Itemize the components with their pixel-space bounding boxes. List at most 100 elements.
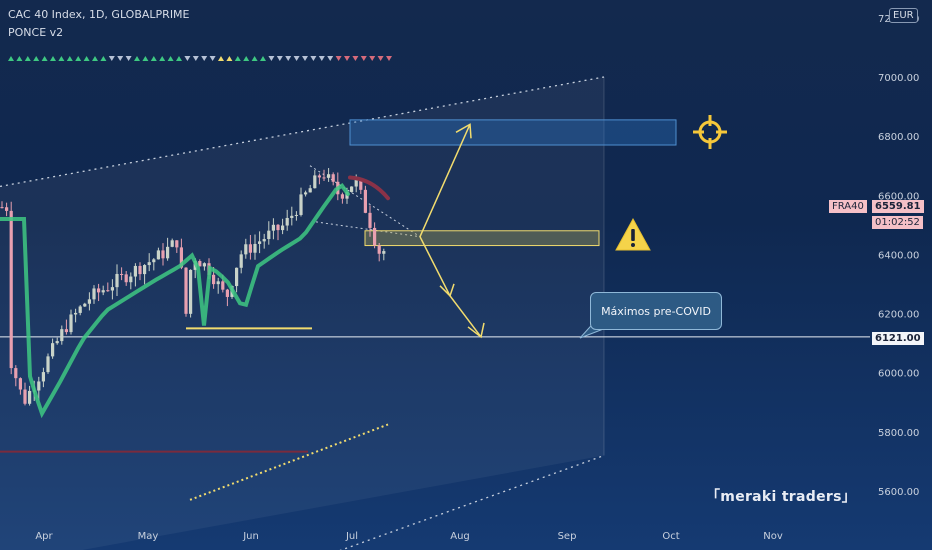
candle-body[interactable]: [161, 250, 165, 259]
candle-body[interactable]: [322, 177, 326, 179]
candle-body[interactable]: [216, 281, 220, 285]
candle-body[interactable]: [28, 390, 32, 404]
candle-body[interactable]: [258, 241, 262, 244]
candle-body[interactable]: [97, 288, 101, 293]
candle-body[interactable]: [60, 329, 64, 342]
candle-body[interactable]: [377, 245, 381, 254]
candle-body[interactable]: [368, 212, 372, 228]
candle-body[interactable]: [304, 192, 308, 195]
candle-body[interactable]: [166, 246, 170, 259]
candle-body[interactable]: [262, 239, 266, 242]
candle-body[interactable]: [189, 269, 193, 314]
moving-average-projection[interactable]: [348, 175, 390, 201]
price-axis[interactable]: [870, 0, 932, 550]
candle-body[interactable]: [184, 267, 188, 314]
candle-body[interactable]: [120, 273, 124, 275]
candle-body[interactable]: [202, 263, 206, 267]
candle-body[interactable]: [359, 179, 363, 190]
candle-body[interactable]: [221, 281, 225, 290]
candle-body[interactable]: [179, 247, 183, 268]
current-zone[interactable]: [364, 230, 600, 247]
price-tick-label: 6800.00: [878, 132, 919, 143]
candle-body[interactable]: [110, 287, 114, 291]
candle-body[interactable]: [143, 265, 147, 275]
candle-body[interactable]: [87, 299, 91, 304]
level-price-tag: 6121.00: [872, 332, 924, 345]
candle-body[interactable]: [78, 306, 82, 313]
candle-body[interactable]: [299, 194, 303, 215]
candle-body[interactable]: [294, 214, 298, 216]
candle-body[interactable]: [133, 265, 137, 277]
candle-body[interactable]: [373, 227, 377, 246]
candle-body[interactable]: [147, 262, 151, 266]
signal-arrow: [184, 56, 191, 61]
candle-body[interactable]: [281, 225, 285, 231]
candle-body[interactable]: [9, 210, 13, 369]
arrow-up-line[interactable]: [419, 124, 471, 237]
candle-body[interactable]: [115, 273, 119, 288]
candle-body[interactable]: [244, 244, 248, 255]
candle-body[interactable]: [51, 343, 55, 357]
signal-arrow: [150, 56, 157, 61]
channel-upper-line[interactable]: [0, 76, 605, 188]
candle-body[interactable]: [37, 381, 41, 391]
symbol-title[interactable]: CAC 40 Index, 1D, GLOBALPRIME: [8, 8, 190, 21]
candle-body[interactable]: [350, 186, 354, 192]
candle-body[interactable]: [276, 224, 280, 231]
candle-body[interactable]: [239, 254, 243, 268]
candle-body[interactable]: [198, 261, 202, 267]
candle-body[interactable]: [308, 188, 312, 193]
candle-body[interactable]: [74, 312, 78, 315]
candle-body[interactable]: [18, 378, 22, 390]
signal-arrow: [377, 56, 384, 61]
arrow-up-head: [455, 123, 472, 139]
candle-body[interactable]: [267, 230, 271, 240]
candle-body[interactable]: [225, 289, 229, 297]
candle-body[interactable]: [138, 265, 142, 275]
candle-body[interactable]: [92, 288, 96, 300]
currency-badge[interactable]: EUR: [889, 8, 918, 23]
channel-fill: [0, 77, 604, 550]
candle-body[interactable]: [69, 314, 73, 333]
candle-body[interactable]: [101, 290, 105, 293]
candle-body[interactable]: [235, 267, 239, 287]
candle-body[interactable]: [253, 243, 257, 253]
candle-body[interactable]: [175, 240, 179, 248]
candle-body[interactable]: [363, 189, 367, 213]
signal-arrow: [24, 56, 31, 61]
upper-target-zone[interactable]: [349, 119, 677, 146]
support-dotted-line[interactable]: [189, 423, 389, 501]
candle-body[interactable]: [340, 194, 344, 199]
time-tick-label: Jul: [345, 531, 358, 542]
candle-body[interactable]: [317, 175, 321, 178]
candle-body[interactable]: [248, 244, 252, 253]
candle-body[interactable]: [55, 341, 59, 344]
candle-body[interactable]: [354, 179, 358, 187]
indicator-name[interactable]: PONCE v2: [8, 26, 64, 39]
arrow-down-head-1: [439, 283, 455, 298]
candle-body[interactable]: [382, 251, 386, 254]
candle-body[interactable]: [152, 259, 156, 263]
candle-body[interactable]: [64, 329, 68, 333]
candle-body[interactable]: [124, 274, 128, 283]
candle-body[interactable]: [170, 240, 174, 247]
candle-body[interactable]: [313, 175, 317, 189]
candle-body[interactable]: [0, 207, 4, 209]
candle-body[interactable]: [290, 215, 294, 218]
candle-body[interactable]: [14, 368, 18, 379]
candle-body[interactable]: [331, 174, 335, 182]
candle-body[interactable]: [212, 274, 216, 285]
candle-body[interactable]: [41, 372, 45, 382]
moving-average-line[interactable]: [0, 182, 350, 419]
candle-body[interactable]: [156, 250, 160, 260]
candle-body[interactable]: [5, 207, 9, 211]
candle-body[interactable]: [129, 276, 133, 283]
candle-body[interactable]: [23, 389, 27, 404]
candle-body[interactable]: [327, 174, 331, 178]
candle-body[interactable]: [285, 217, 289, 226]
candle-body[interactable]: [271, 224, 275, 231]
candle-body[interactable]: [83, 303, 87, 307]
candle-body[interactable]: [46, 356, 50, 373]
candle-body[interactable]: [106, 290, 110, 292]
